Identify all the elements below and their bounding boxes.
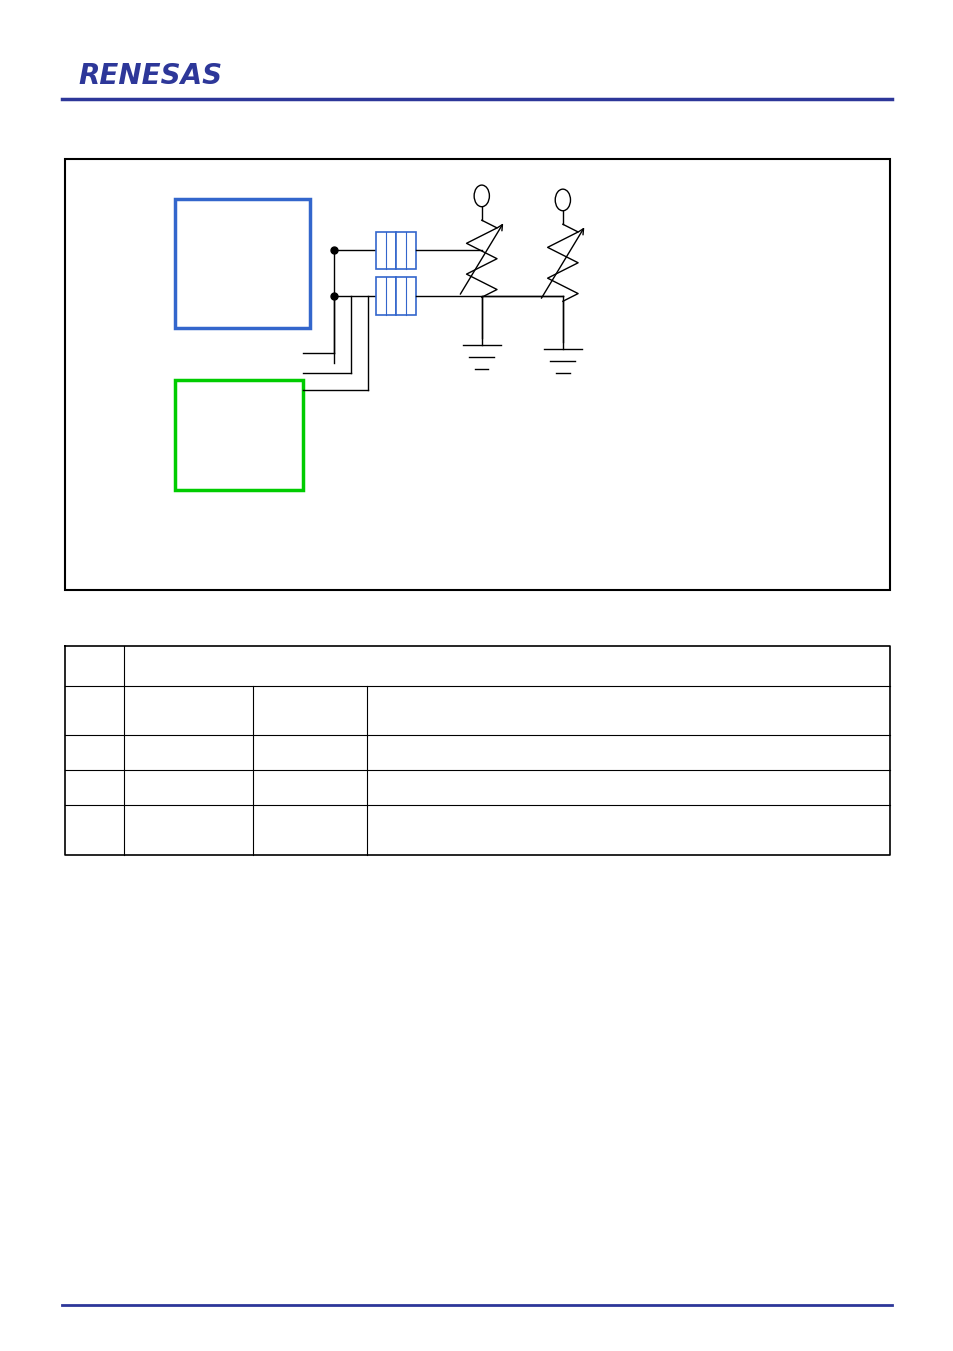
Bar <box>65 159 889 590</box>
Text: RENESAS: RENESAS <box>78 62 222 89</box>
Bar <box>395 231 416 269</box>
Bar <box>375 231 395 269</box>
Bar <box>174 199 310 328</box>
Bar <box>174 380 303 490</box>
Bar <box>395 277 416 315</box>
Bar <box>375 277 395 315</box>
